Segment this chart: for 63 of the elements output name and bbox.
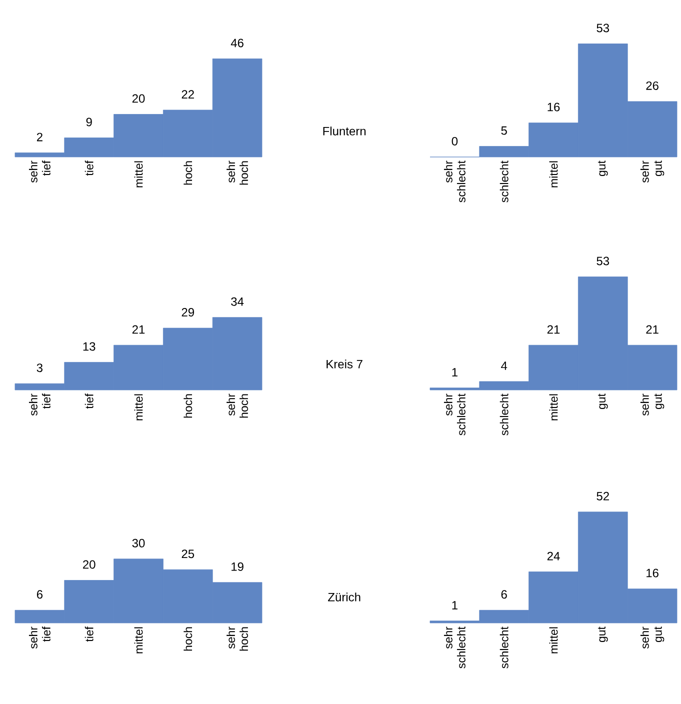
x-tick-label: sehr hoch bbox=[226, 394, 248, 418]
data-label: 22 bbox=[182, 90, 194, 98]
data-label: 1 bbox=[452, 601, 458, 610]
data-label: 24 bbox=[547, 552, 560, 560]
x-tick-label: gut bbox=[598, 394, 608, 410]
x-tick-label: sehr schlecht bbox=[444, 626, 466, 668]
x-tick-label: sehr schlecht bbox=[444, 160, 466, 202]
data-label: 6 bbox=[501, 590, 507, 599]
x-tick-label: hoch bbox=[184, 161, 192, 185]
data-label: 20 bbox=[83, 560, 96, 569]
data-label: 53 bbox=[596, 24, 610, 32]
x-tick-label: tief bbox=[84, 626, 94, 642]
text: Fluntern bbox=[323, 126, 366, 136]
data-label: 16 bbox=[646, 568, 658, 578]
text: Zürich bbox=[328, 592, 360, 602]
x-tick-label: gut bbox=[598, 626, 608, 642]
x-tick-label: sehr hoch bbox=[226, 626, 248, 651]
x-tick-label: mittel bbox=[134, 627, 143, 654]
x-tick-label: mittel bbox=[134, 161, 143, 188]
data-label: 16 bbox=[548, 102, 560, 112]
data-label: 21 bbox=[547, 325, 560, 334]
data-label: 26 bbox=[646, 81, 658, 90]
x-tick-label: sehr gut bbox=[640, 394, 664, 416]
x-tick-label: sehr gut bbox=[640, 160, 664, 183]
data-label: 21 bbox=[132, 325, 145, 334]
x-tick-label: sehr hoch bbox=[226, 160, 248, 185]
x-tick-label: mittel bbox=[549, 161, 558, 188]
data-label: 1 bbox=[452, 368, 458, 376]
data-label: 3 bbox=[36, 364, 43, 372]
data-label: 25 bbox=[182, 550, 194, 558]
data-label: 19 bbox=[232, 562, 244, 571]
x-tick-label: tief bbox=[84, 160, 94, 176]
data-label: 0 bbox=[452, 136, 458, 146]
x-tick-label: sehr tief bbox=[28, 160, 50, 183]
data-label: 46 bbox=[230, 38, 244, 48]
x-tick-label: schlecht bbox=[500, 626, 508, 668]
x-tick-label: hoch bbox=[184, 394, 192, 418]
x-tick-label: mittel bbox=[549, 394, 558, 420]
text: Kreis 7 bbox=[326, 360, 362, 368]
x-tick-label: schlecht bbox=[500, 394, 508, 436]
data-label: 30 bbox=[132, 538, 145, 548]
data-label: 5 bbox=[501, 126, 507, 135]
data-label: 53 bbox=[596, 256, 610, 266]
x-tick-label: mittel bbox=[549, 627, 558, 654]
data-label: 2 bbox=[36, 132, 42, 142]
x-tick-label: sehr tief bbox=[28, 393, 50, 416]
data-label: 21 bbox=[646, 325, 658, 334]
x-tick-label: sehr tief bbox=[28, 626, 50, 649]
data-label: 29 bbox=[182, 308, 194, 317]
data-label: 20 bbox=[132, 94, 145, 103]
x-tick-label: hoch bbox=[184, 627, 192, 651]
data-label: 6 bbox=[36, 590, 43, 599]
data-label: 13 bbox=[83, 342, 96, 351]
data-label: 9 bbox=[86, 118, 92, 126]
x-tick-label: gut bbox=[598, 160, 608, 176]
x-tick-label: mittel bbox=[134, 394, 143, 420]
x-tick-label: tief bbox=[84, 393, 94, 409]
data-label: 52 bbox=[596, 492, 609, 500]
x-tick-label: sehr gut bbox=[640, 626, 664, 649]
x-tick-label: schlecht bbox=[500, 160, 508, 202]
x-tick-label: sehr schlecht bbox=[444, 394, 466, 436]
data-label: 4 bbox=[501, 362, 508, 370]
data-label: 34 bbox=[231, 297, 244, 306]
